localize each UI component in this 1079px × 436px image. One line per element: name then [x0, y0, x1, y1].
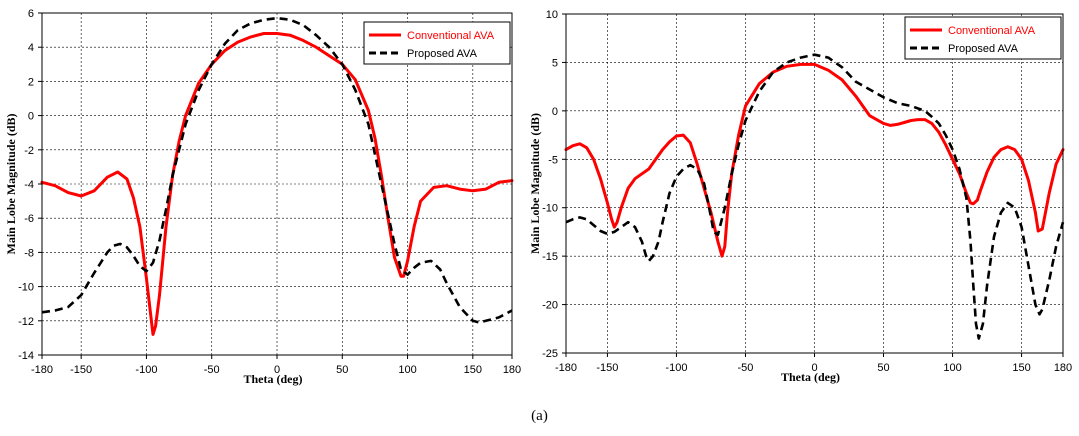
- y-tick-label: 0: [28, 111, 34, 123]
- x-tick-label: 50: [336, 364, 348, 376]
- x-tick-label: 180: [1054, 362, 1072, 374]
- y-ticks-left: -14 -12 -10 -8 -6 -4 -2 0 2 4 6: [18, 8, 42, 362]
- y-tick-label: 4: [28, 42, 34, 54]
- x-tick-label: 180: [503, 364, 521, 376]
- y-tick-label: 5: [552, 57, 558, 69]
- x-tick-label: -50: [204, 364, 220, 376]
- y-tick-label: -25: [542, 348, 558, 360]
- legend-label-conventional-left: Conventional AVA: [407, 30, 495, 42]
- series-line-conventional: [564, 62, 1065, 258]
- x-tick-label: 100: [398, 364, 416, 376]
- series-line-conventional: [40, 32, 514, 336]
- chart-right: -180 -150 -100 -50 0 50 100 150 180 -25-20-15-10…: [528, 9, 1072, 384]
- x-tick-label: 0: [811, 362, 817, 374]
- y-tick-label: -15: [542, 251, 558, 263]
- y-tick-label: -20: [542, 300, 558, 312]
- x-tick-label: -100: [665, 362, 687, 374]
- x-tick-label: -50: [738, 362, 754, 374]
- y-tick-label: -4: [24, 179, 34, 191]
- x-axis-label-left: Theta (deg): [244, 372, 303, 386]
- x-tick-label: 150: [1012, 362, 1030, 374]
- x-tick-label: -180: [555, 362, 577, 374]
- y-tick-label: 2: [28, 76, 34, 88]
- x-ticks-left: -180 -150 -100 -50 0 50 100 150 180: [31, 355, 521, 376]
- x-axis-label-right: Theta (deg): [781, 370, 840, 384]
- y-tick-label: -5: [548, 154, 558, 166]
- series-group-right: [564, 53, 1065, 340]
- y-ticks-right: -25 -20 -15 -10 -5 0 5 10: [542, 9, 566, 360]
- y-tick-label: -8: [24, 247, 34, 259]
- y-tick-label: 10: [546, 9, 558, 21]
- legend-right: Conventional AVA Proposed AVA: [904, 16, 1062, 60]
- figure-canvas: -180 -150 -100 -50 0 50 100 150 180 -14-12-10-8-…: [4, 8, 1072, 386]
- legend-label-proposed-right: Proposed AVA: [948, 43, 1019, 55]
- series-group-left: [40, 16, 514, 336]
- legend-box-left: [363, 21, 511, 65]
- y-tick-label: 0: [552, 106, 558, 118]
- figure-caption: (a): [531, 408, 548, 424]
- y-tick-label: -12: [18, 316, 34, 328]
- x-tick-label: -100: [135, 364, 157, 376]
- x-tick-label: 100: [943, 362, 961, 374]
- x-tick-label: -180: [31, 364, 53, 376]
- legend-label-conventional-right: Conventional AVA: [948, 25, 1036, 37]
- y-axis-label-right: Main Lobe Magnitude (dB): [528, 113, 542, 254]
- grid-left: [42, 13, 512, 355]
- x-tick-label: 150: [464, 364, 482, 376]
- y-tick-label: -10: [18, 282, 34, 294]
- y-tick-label: -10: [542, 203, 558, 215]
- y-tick-label: -2: [24, 145, 34, 157]
- legend-box-right: [904, 16, 1062, 60]
- x-tick-label: 0: [274, 364, 280, 376]
- y-tick-label: 6: [28, 8, 34, 20]
- series-line-proposed: [565, 53, 1065, 340]
- x-tick-label: 50: [877, 362, 889, 374]
- x-ticks-right: -180 -150 -100 -50 0 50 100 150 180: [555, 353, 1072, 374]
- legend-left: Conventional AVA Proposed AVA: [363, 21, 511, 65]
- chart-left: -180 -150 -100 -50 0 50 100 150 180 -14-12-10-8-…: [4, 8, 521, 386]
- y-axis-label-left: Main Lobe Magnitude (dB): [4, 113, 18, 254]
- y-tick-label: -6: [24, 213, 34, 225]
- x-tick-label: -150: [596, 362, 618, 374]
- grid-right: [566, 14, 1063, 353]
- series-line-proposed: [41, 16, 513, 324]
- y-tick-label: -14: [18, 350, 34, 362]
- x-tick-label: -150: [70, 364, 92, 376]
- legend-label-proposed-left: Proposed AVA: [407, 48, 478, 60]
